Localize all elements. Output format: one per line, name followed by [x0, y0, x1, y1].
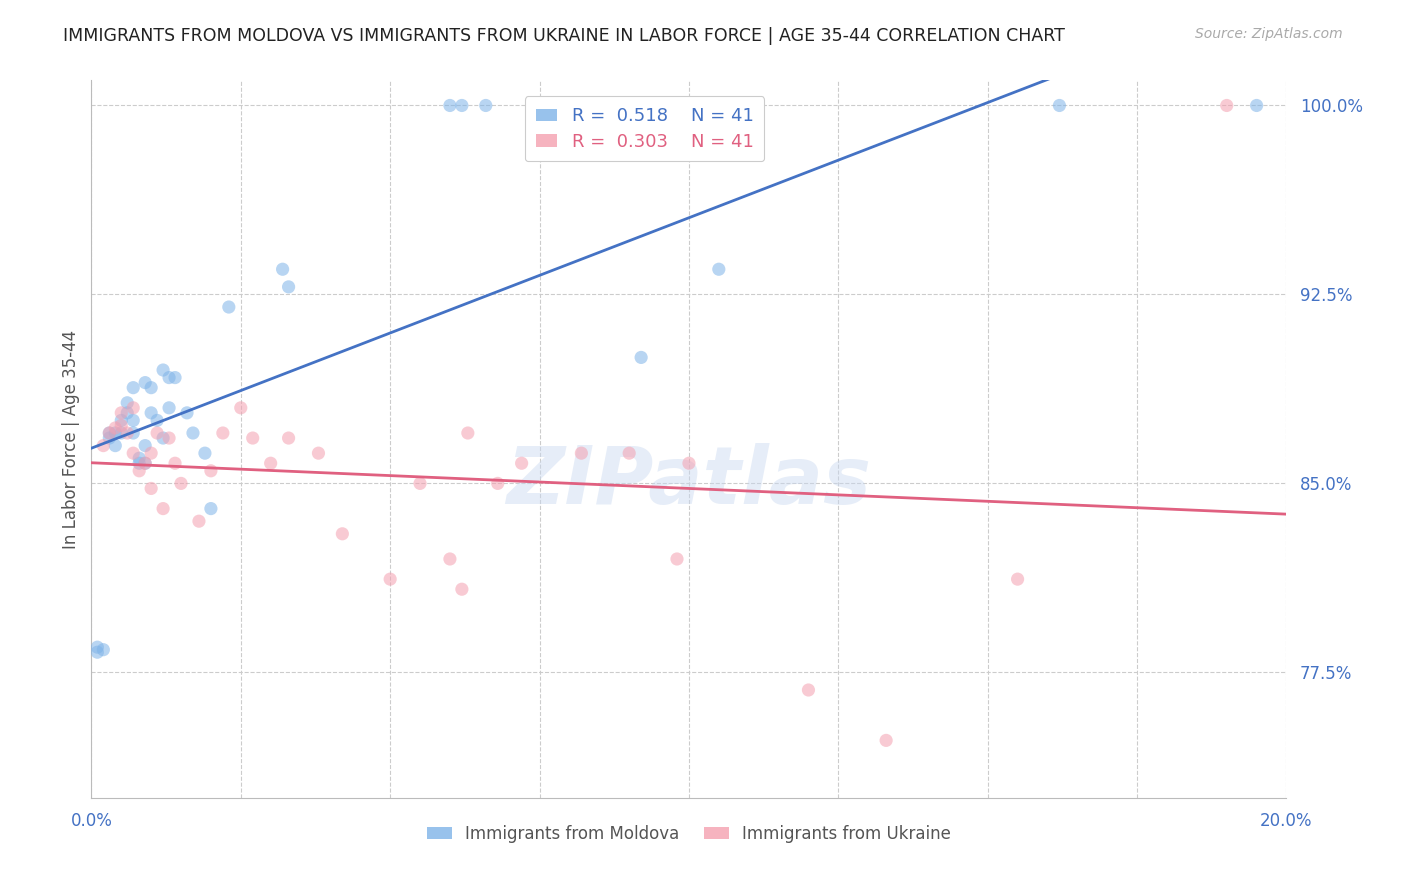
- Point: [122, 413, 145, 427]
- Point: [152, 501, 174, 516]
- Text: IMMIGRANTS FROM MOLDOVA VS IMMIGRANTS FROM UKRAINE IN LABOR FORCE | AGE 35-44 CO: IMMIGRANTS FROM MOLDOVA VS IMMIGRANTS FR…: [63, 27, 1066, 45]
- Point: [1007, 572, 1029, 586]
- Point: [163, 370, 186, 384]
- Point: [110, 406, 132, 420]
- Point: [98, 425, 121, 440]
- Point: [1049, 98, 1071, 112]
- Point: [181, 425, 204, 440]
- Y-axis label: In Labor Force | Age 35-44: In Labor Force | Age 35-44: [62, 330, 80, 549]
- Point: [439, 98, 461, 112]
- Point: [141, 482, 163, 496]
- Point: [146, 425, 169, 440]
- Point: [86, 640, 108, 655]
- Point: [332, 526, 354, 541]
- Point: [141, 446, 163, 460]
- Point: [475, 98, 498, 112]
- Point: [110, 418, 132, 433]
- Point: [141, 406, 163, 420]
- Point: [122, 401, 145, 415]
- Text: ZIPatlas: ZIPatlas: [506, 443, 872, 522]
- Point: [277, 431, 299, 445]
- Point: [486, 476, 509, 491]
- Point: [134, 456, 156, 470]
- Point: [104, 439, 127, 453]
- Point: [128, 464, 150, 478]
- Point: [666, 552, 689, 566]
- Point: [122, 381, 145, 395]
- Point: [152, 431, 174, 445]
- Point: [134, 376, 156, 390]
- Point: [1246, 98, 1268, 112]
- Point: [457, 425, 479, 440]
- Point: [115, 396, 138, 410]
- Point: [380, 572, 402, 586]
- Point: [93, 439, 115, 453]
- Point: [170, 476, 193, 491]
- Point: [152, 363, 174, 377]
- Point: [134, 439, 156, 453]
- Point: [630, 351, 652, 365]
- Point: [242, 431, 264, 445]
- Text: Source: ZipAtlas.com: Source: ZipAtlas.com: [1195, 27, 1343, 41]
- Point: [875, 733, 897, 747]
- Point: [110, 413, 132, 427]
- Point: [176, 406, 198, 420]
- Point: [141, 381, 163, 395]
- Point: [277, 280, 299, 294]
- Point: [157, 431, 180, 445]
- Point: [450, 98, 472, 112]
- Point: [98, 431, 121, 445]
- Point: [200, 464, 222, 478]
- Point: [157, 401, 180, 415]
- Point: [122, 425, 145, 440]
- Point: [93, 642, 115, 657]
- Point: [307, 446, 329, 460]
- Point: [218, 300, 240, 314]
- Point: [1216, 98, 1239, 112]
- Point: [707, 262, 730, 277]
- Point: [163, 456, 186, 470]
- Point: [188, 514, 211, 528]
- Point: [115, 425, 138, 440]
- Point: [157, 370, 180, 384]
- Point: [128, 456, 150, 470]
- Point: [110, 425, 132, 440]
- Point: [271, 262, 294, 277]
- Point: [439, 552, 461, 566]
- Legend: Immigrants from Moldova, Immigrants from Ukraine: Immigrants from Moldova, Immigrants from…: [418, 816, 960, 851]
- Point: [104, 425, 127, 440]
- Point: [450, 582, 472, 597]
- Point: [619, 446, 641, 460]
- Point: [409, 476, 432, 491]
- Point: [86, 645, 108, 659]
- Point: [104, 421, 127, 435]
- Point: [259, 456, 281, 470]
- Point: [194, 446, 217, 460]
- Point: [146, 413, 169, 427]
- Point: [200, 501, 222, 516]
- Point: [128, 451, 150, 466]
- Point: [98, 425, 121, 440]
- Point: [229, 401, 252, 415]
- Point: [678, 456, 700, 470]
- Point: [797, 683, 820, 698]
- Point: [211, 425, 233, 440]
- Point: [115, 406, 138, 420]
- Point: [122, 446, 145, 460]
- Point: [510, 456, 533, 470]
- Point: [134, 456, 156, 470]
- Point: [571, 446, 593, 460]
